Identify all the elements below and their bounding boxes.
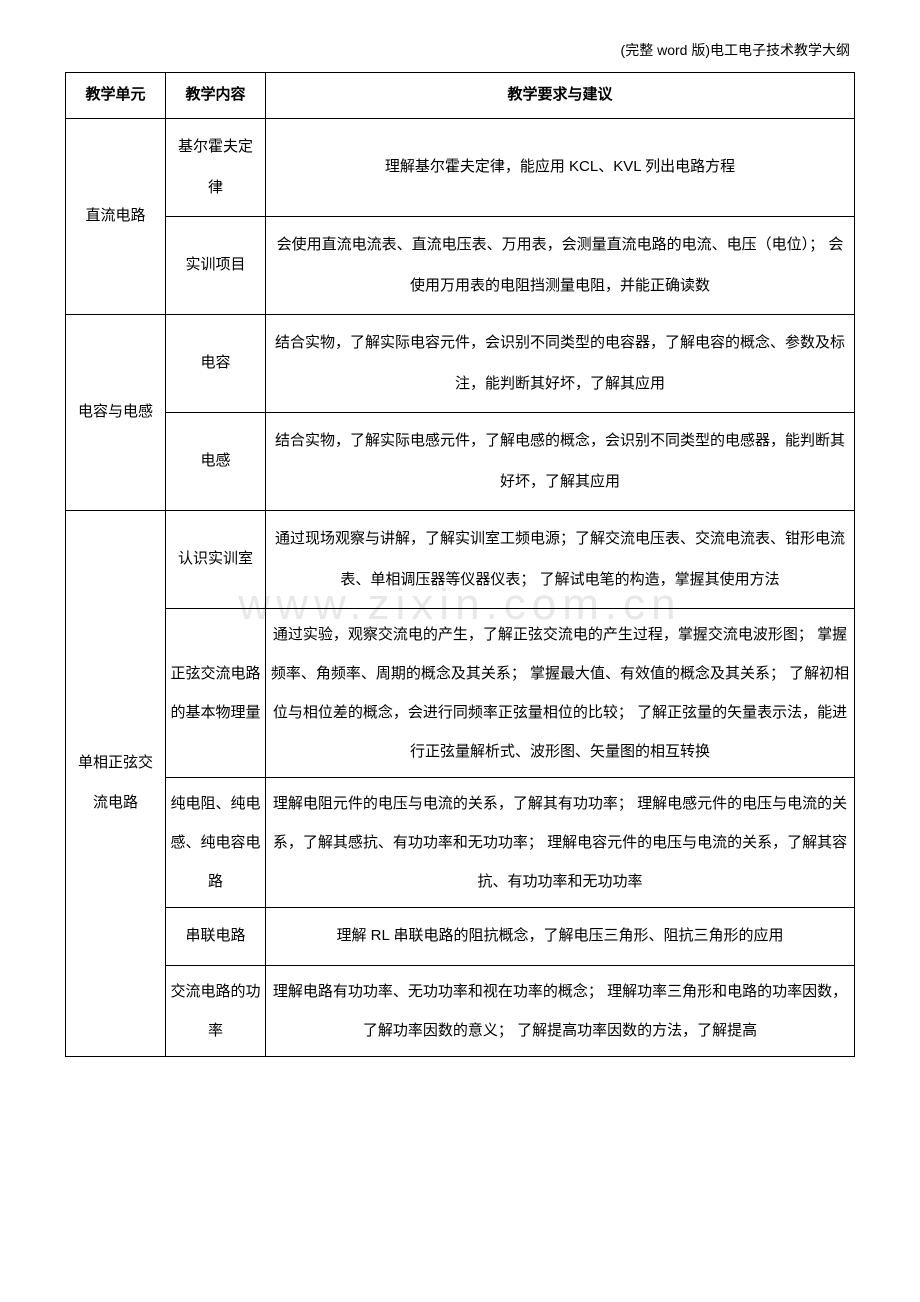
requirement-cell: 会使用直流电流表、直流电压表、万用表，会测量直流电路的电流、电压（电位）； 会使… (266, 217, 855, 315)
table-row: 实训项目 会使用直流电流表、直流电压表、万用表，会测量直流电路的电流、电压（电位… (66, 217, 855, 315)
content-cell: 纯电阻、纯电感、纯电容电路 (166, 778, 266, 908)
content-cell: 基尔霍夫定律 (166, 119, 266, 217)
requirement-cell: 通过现场观察与讲解，了解实训室工频电源；了解交流电压表、交流电流表、钳形电流表、… (266, 511, 855, 609)
header-unit: 教学单元 (66, 73, 166, 119)
requirement-cell: 理解 RL 串联电路的阻抗概念，了解电压三角形、阻抗三角形的应用 (266, 908, 855, 966)
content-cell: 电感 (166, 413, 266, 511)
content-cell: 串联电路 (166, 908, 266, 966)
content-cell: 正弦交流电路的基本物理量 (166, 609, 266, 778)
table-row: 直流电路 基尔霍夫定律 理解基尔霍夫定律，能应用 KCL、KVL 列出电路方程 (66, 119, 855, 217)
syllabus-table: 教学单元 教学内容 教学要求与建议 直流电路 基尔霍夫定律 理解基尔霍夫定律，能… (65, 72, 855, 1057)
requirement-cell: 结合实物，了解实际电容元件，会识别不同类型的电容器，了解电容的概念、参数及标注，… (266, 315, 855, 413)
requirement-cell: 理解基尔霍夫定律，能应用 KCL、KVL 列出电路方程 (266, 119, 855, 217)
table-row: 交流电路的功率 理解电路有功功率、无功功率和视在功率的概念； 理解功率三角形和电… (66, 965, 855, 1056)
requirement-cell: 理解电路有功功率、无功功率和视在功率的概念； 理解功率三角形和电路的功率因数，了… (266, 965, 855, 1056)
unit-cell: 单相正弦交流电路 (66, 511, 166, 1057)
page-header: (完整 word 版)电工电子技术教学大纲 (65, 40, 855, 60)
table-row: 正弦交流电路的基本物理量 通过实验，观察交流电的产生，了解正弦交流电的产生过程，… (66, 609, 855, 778)
table-row: 纯电阻、纯电感、纯电容电路 理解电阻元件的电压与电流的关系，了解其有功功率； 理… (66, 778, 855, 908)
table-row: 单相正弦交流电路 认识实训室 通过现场观察与讲解，了解实训室工频电源；了解交流电… (66, 511, 855, 609)
content-cell: 认识实训室 (166, 511, 266, 609)
content-cell: 实训项目 (166, 217, 266, 315)
header-requirement: 教学要求与建议 (266, 73, 855, 119)
table-row: 串联电路 理解 RL 串联电路的阻抗概念，了解电压三角形、阻抗三角形的应用 (66, 908, 855, 966)
requirement-cell: 理解电阻元件的电压与电流的关系，了解其有功功率； 理解电感元件的电压与电流的关系… (266, 778, 855, 908)
table-row: 电容与电感 电容 结合实物，了解实际电容元件，会识别不同类型的电容器，了解电容的… (66, 315, 855, 413)
table-header-row: 教学单元 教学内容 教学要求与建议 (66, 73, 855, 119)
content-cell: 交流电路的功率 (166, 965, 266, 1056)
header-content: 教学内容 (166, 73, 266, 119)
unit-cell: 直流电路 (66, 119, 166, 315)
content-cell: 电容 (166, 315, 266, 413)
table-row: 电感 结合实物，了解实际电感元件，了解电感的概念，会识别不同类型的电感器，能判断… (66, 413, 855, 511)
requirement-cell: 通过实验，观察交流电的产生，了解正弦交流电的产生过程，掌握交流电波形图； 掌握频… (266, 609, 855, 778)
requirement-cell: 结合实物，了解实际电感元件，了解电感的概念，会识别不同类型的电感器，能判断其好坏… (266, 413, 855, 511)
unit-cell: 电容与电感 (66, 315, 166, 511)
